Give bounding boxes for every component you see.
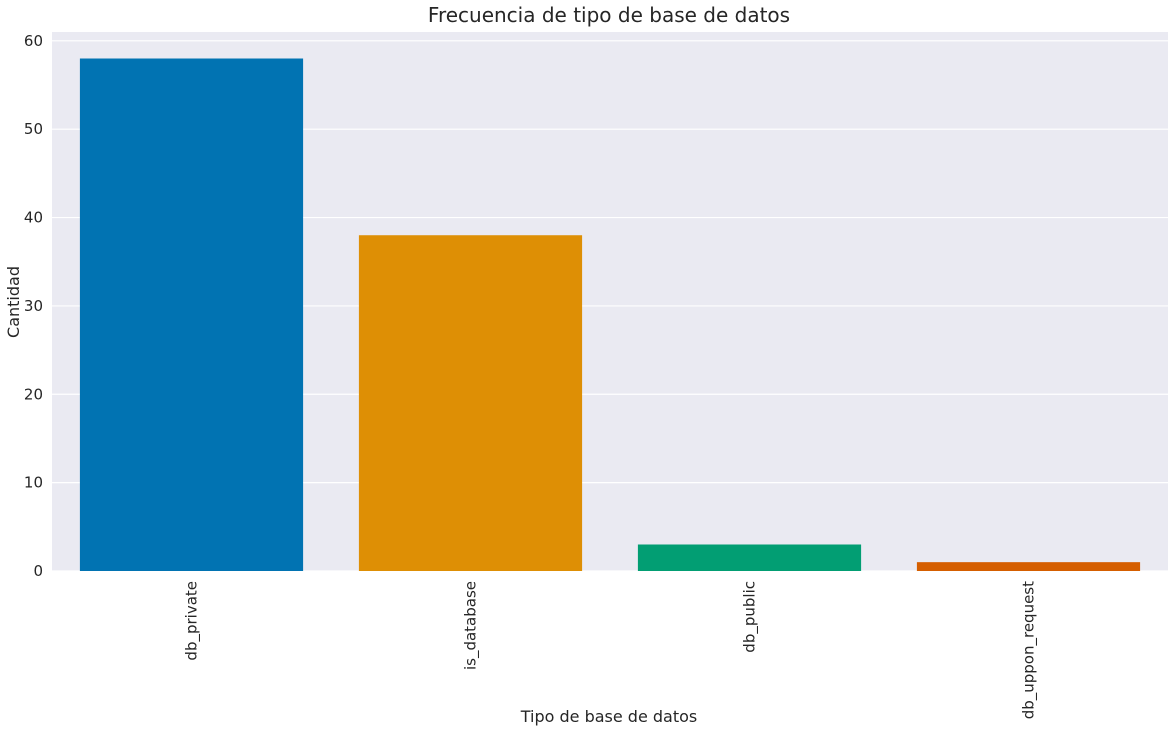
x-tick-label: db_private — [183, 581, 202, 661]
bar-db-private — [79, 58, 304, 572]
y-tick-label: 10 — [24, 474, 43, 492]
x-axis-ticks: db_private is_database db_public db_uppon_r… — [183, 581, 1039, 719]
x-axis-label: Tipo de base de datos — [520, 707, 698, 726]
x-tick-label: is_database — [462, 581, 481, 670]
bar-db-uppon-request — [916, 562, 1141, 571]
y-tick-label: 20 — [24, 385, 43, 403]
bar-is-database — [358, 235, 583, 572]
bar-db-public — [637, 544, 862, 571]
y-axis-label: Cantidad — [4, 266, 23, 338]
x-tick-label: db_uppon_request — [1020, 581, 1039, 719]
y-axis-ticks: 0 10 20 30 40 50 60 — [24, 32, 43, 580]
y-tick-label: 40 — [24, 209, 43, 227]
bars — [79, 58, 1141, 572]
y-tick-label: 0 — [33, 562, 43, 580]
chart-title: Frecuencia de tipo de base de datos — [428, 3, 790, 27]
y-tick-label: 30 — [24, 297, 43, 315]
x-tick-label: db_public — [741, 581, 760, 653]
y-tick-label: 60 — [24, 32, 43, 50]
y-tick-label: 50 — [24, 120, 43, 138]
